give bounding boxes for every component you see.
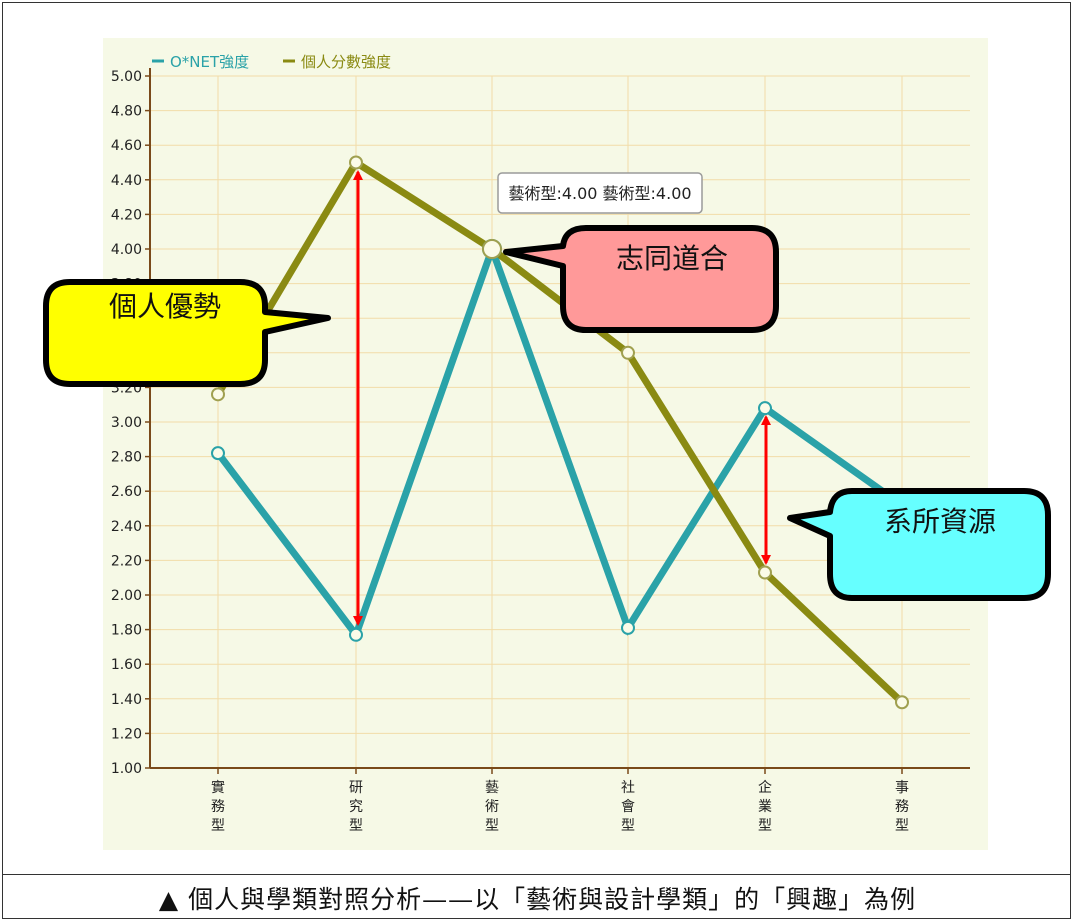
x-tick-label: 事務型: [895, 780, 909, 834]
y-tick-label: 4.40: [111, 173, 142, 189]
y-tick-label: 3.00: [111, 415, 142, 431]
series-line: [215, 238, 905, 643]
y-tick-label: 4.20: [111, 207, 142, 223]
y-tick-label: 2.80: [111, 450, 142, 466]
data-point: [211, 446, 225, 461]
data-point: [621, 620, 635, 635]
data-point: [758, 401, 772, 416]
line-chart: 1.00 1.20 1.40 1.60 1.80 2.00 2.20 2.40 2.60 2.80…: [43, 38, 1051, 850]
callout-likeminded-bubble: [503, 225, 779, 333]
y-tick-label: 2.40: [111, 519, 142, 535]
data-point: [211, 387, 225, 402]
data-point: [482, 239, 502, 259]
y-tick-label: 4.80: [111, 104, 142, 120]
data-point: [349, 155, 363, 170]
legend-label: 個人分數強度: [301, 53, 391, 71]
callout-advantage-text: 個人優勢: [109, 290, 221, 323]
x-tick-label: 實務型: [211, 779, 225, 834]
callout-resources-bubble: [787, 488, 1051, 601]
data-point: [621, 345, 635, 360]
callout-resources-text: 系所資源: [884, 505, 996, 538]
y-tick-label: 2.00: [111, 588, 142, 604]
tooltip-text: 藝術型:4.00 藝術型:4.00: [508, 184, 691, 203]
plot-background: [103, 38, 988, 850]
tooltip-box: [497, 172, 703, 214]
y-tick-label: 5.00: [111, 69, 142, 85]
y-tick-label: 1.20: [111, 726, 142, 742]
y-tick-label: 4.00: [111, 242, 142, 258]
callout-advantage-bubble: [43, 279, 331, 387]
y-tick-label: 1.40: [111, 692, 142, 708]
y-tick-label: 1.60: [111, 657, 142, 673]
callout-likeminded-text: 志同道合: [616, 242, 728, 275]
x-tick-label: 研究型: [349, 780, 363, 834]
x-tick-label: 藝術型: [485, 780, 499, 834]
x-tick-label: 社會型: [621, 780, 635, 834]
caption-divider: [2, 874, 1071, 875]
data-point: [349, 627, 363, 642]
y-tick-label: 2.60: [111, 484, 142, 500]
data-point: [895, 695, 909, 710]
y-tick-label: 4.60: [111, 138, 142, 154]
y-tick-label: 1.00: [111, 761, 142, 777]
y-tick-label: 2.20: [111, 553, 142, 569]
x-tick-label: 企業型: [758, 779, 772, 834]
data-point: [758, 565, 772, 580]
legend-label: O*NET強度: [170, 53, 249, 71]
figure-caption: ▲ 個人與學類對照分析——以「藝術與設計學類」的「興趣」為例: [158, 885, 917, 914]
y-tick-label: 1.80: [111, 623, 142, 639]
